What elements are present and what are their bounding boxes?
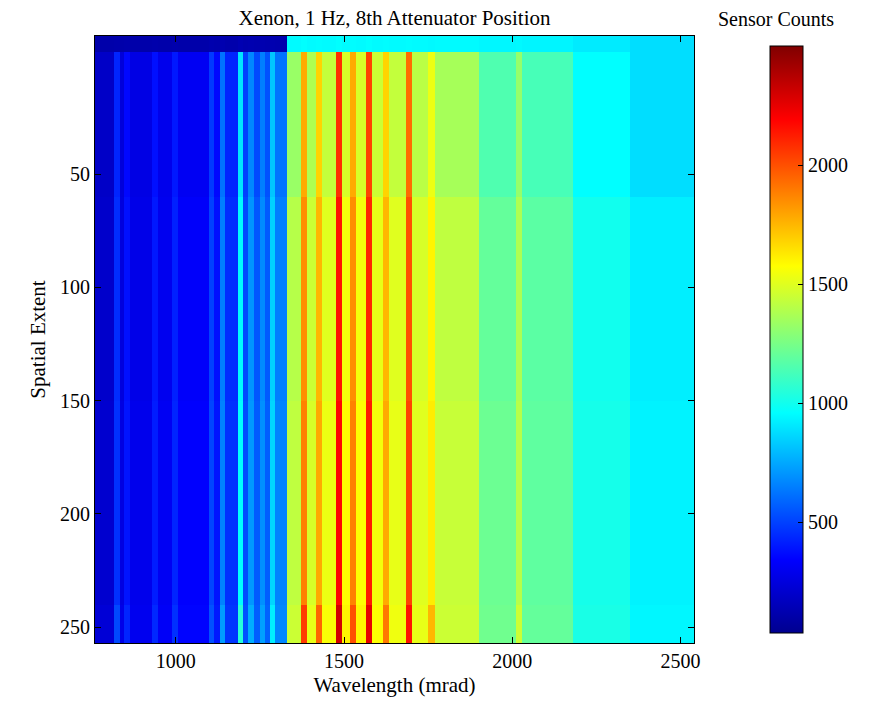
svg-text:1500: 1500 bbox=[324, 650, 364, 672]
svg-text:Sensor Counts: Sensor Counts bbox=[718, 8, 834, 30]
svg-text:2500: 2500 bbox=[661, 650, 701, 672]
svg-text:Spatial Extent: Spatial Extent bbox=[26, 280, 50, 399]
svg-text:2000: 2000 bbox=[492, 650, 532, 672]
svg-text:1000: 1000 bbox=[156, 650, 196, 672]
svg-text:1000: 1000 bbox=[808, 392, 848, 414]
svg-text:Wavelength (mrad): Wavelength (mrad) bbox=[313, 673, 475, 697]
svg-text:100: 100 bbox=[60, 276, 90, 298]
svg-text:500: 500 bbox=[808, 511, 838, 533]
svg-text:Xenon, 1 Hz, 8th Attenuator Po: Xenon, 1 Hz, 8th Attenuator Position bbox=[238, 6, 551, 30]
svg-text:250: 250 bbox=[60, 616, 90, 638]
svg-text:200: 200 bbox=[60, 503, 90, 525]
svg-text:2000: 2000 bbox=[808, 154, 848, 176]
svg-text:50: 50 bbox=[70, 163, 90, 185]
svg-text:150: 150 bbox=[60, 390, 90, 412]
svg-text:1500: 1500 bbox=[808, 273, 848, 295]
